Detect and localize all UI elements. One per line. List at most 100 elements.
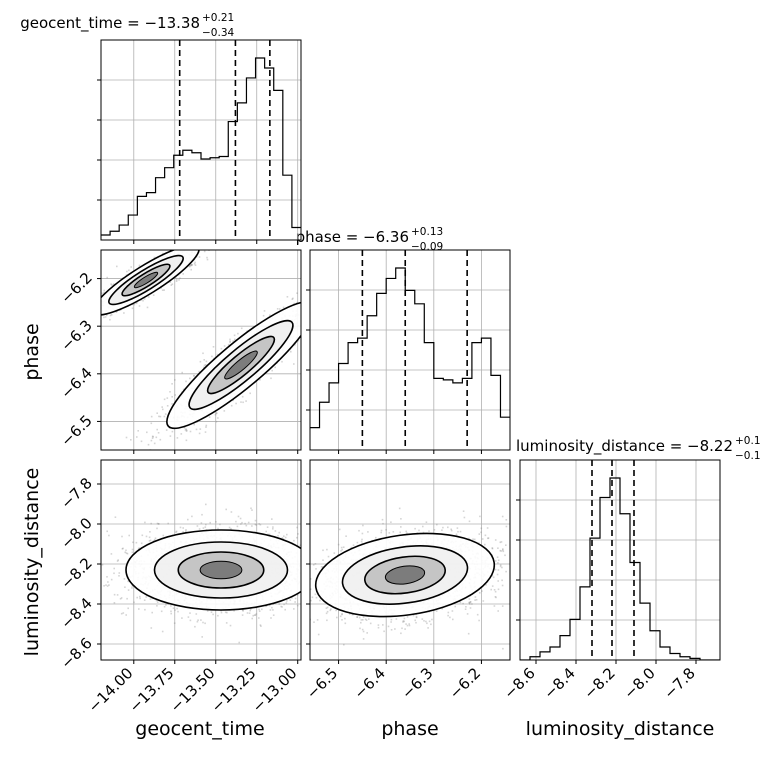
sample-point <box>192 248 194 250</box>
sample-point <box>400 526 402 528</box>
sample-point <box>497 569 500 571</box>
sample-point <box>251 509 253 511</box>
sample-point <box>194 625 196 628</box>
sample-point <box>150 627 153 629</box>
sample-point <box>116 594 119 596</box>
sample-point <box>398 507 401 510</box>
sample-point <box>275 609 277 611</box>
sample-point <box>123 312 125 314</box>
sample-point <box>313 621 315 623</box>
sample-point <box>104 316 107 318</box>
sample-point <box>90 303 92 305</box>
sample-point <box>178 279 180 281</box>
sample-point <box>103 289 105 292</box>
sample-point <box>303 566 305 568</box>
sample-point <box>109 318 111 321</box>
sample-point <box>312 291 314 293</box>
sample-point <box>293 344 296 346</box>
sample-point <box>303 307 305 309</box>
sample-point <box>171 283 174 285</box>
sample-point <box>345 295 347 297</box>
sample-point <box>329 551 331 553</box>
sample-point <box>272 528 274 530</box>
sample-point <box>194 245 196 247</box>
sample-point <box>296 536 298 539</box>
sample-point <box>125 274 128 276</box>
sample-point <box>150 422 153 425</box>
sample-point <box>280 605 282 608</box>
sample-point <box>93 312 95 314</box>
sample-point <box>212 244 214 246</box>
sample-point <box>145 596 147 598</box>
sample-point <box>254 523 257 526</box>
sample-point <box>223 410 226 412</box>
sample-point <box>147 443 150 446</box>
sample-point <box>177 610 179 613</box>
sample-point <box>176 607 178 610</box>
sample-point <box>258 617 260 619</box>
sample-point <box>262 314 265 317</box>
sample-point <box>193 423 195 426</box>
sample-point <box>184 427 186 429</box>
sample-point <box>335 541 337 543</box>
sample-point <box>333 612 335 614</box>
sample-point <box>493 605 496 607</box>
sample-point <box>308 328 310 330</box>
sample-point <box>201 513 203 516</box>
sample-point <box>241 614 244 616</box>
sample-point <box>187 518 189 521</box>
sample-point <box>302 309 304 311</box>
sample-point <box>217 614 219 617</box>
sample-point <box>330 547 332 549</box>
sample-point <box>302 586 304 588</box>
sample-point <box>220 611 223 614</box>
sample-point <box>318 558 320 560</box>
sample-point <box>150 439 153 442</box>
sample-point <box>198 256 201 258</box>
title-ld-lower: −0.10 <box>735 450 760 462</box>
panel-geocent_time-geocent_time <box>97 39 302 244</box>
sample-point <box>199 428 202 430</box>
sample-point <box>143 298 146 300</box>
panel-phase-phase <box>306 249 511 454</box>
sample-point <box>204 241 206 243</box>
sample-point <box>335 275 337 277</box>
sample-point <box>110 454 112 456</box>
sample-point <box>237 332 239 335</box>
sample-point <box>318 321 320 323</box>
sample-point <box>395 618 398 620</box>
sample-point <box>182 273 184 275</box>
title-geocent-time-lower: −0.34 <box>202 27 234 39</box>
sample-point <box>469 601 472 603</box>
title-ld-upper: +0.11 <box>735 435 760 447</box>
sample-point <box>229 340 231 343</box>
sample-point <box>427 627 429 629</box>
density-geocent_time-luminosity_distance <box>91 503 345 644</box>
sample-point <box>387 625 390 628</box>
sample-point <box>208 416 211 418</box>
ytick-label-luminosity_distance: −8.0 <box>57 514 95 552</box>
sample-point <box>205 364 207 366</box>
sample-point <box>271 518 273 520</box>
ytick-label-phase: −6.2 <box>57 269 95 307</box>
sample-point <box>173 622 176 624</box>
sample-point <box>196 620 199 623</box>
sample-point <box>151 611 153 614</box>
sample-point <box>126 552 129 555</box>
sample-point <box>91 547 93 549</box>
sample-point <box>273 611 275 613</box>
sample-point <box>286 600 288 602</box>
sample-point <box>340 276 342 278</box>
sample-point <box>191 515 193 518</box>
sample-point <box>125 436 128 439</box>
sample-point <box>343 510 345 512</box>
sample-point <box>132 541 134 544</box>
sample-point <box>317 302 319 304</box>
sample-point <box>339 278 341 280</box>
sample-point <box>306 274 308 276</box>
sample-point <box>316 312 318 314</box>
sample-point <box>232 340 234 342</box>
sample-point <box>149 598 152 600</box>
sample-point <box>87 316 89 318</box>
sample-point <box>271 606 273 609</box>
